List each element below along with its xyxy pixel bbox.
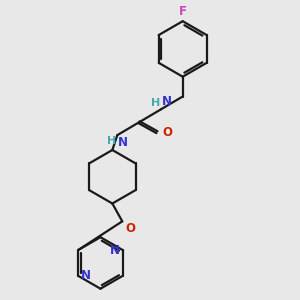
Text: N: N [162,95,172,108]
Text: N: N [81,269,91,282]
Text: N: N [110,244,120,256]
Text: N: N [118,136,128,149]
Text: O: O [125,222,135,235]
Text: O: O [162,126,172,139]
Text: H: H [151,98,160,108]
Text: F: F [179,5,187,18]
Text: H: H [107,136,116,146]
